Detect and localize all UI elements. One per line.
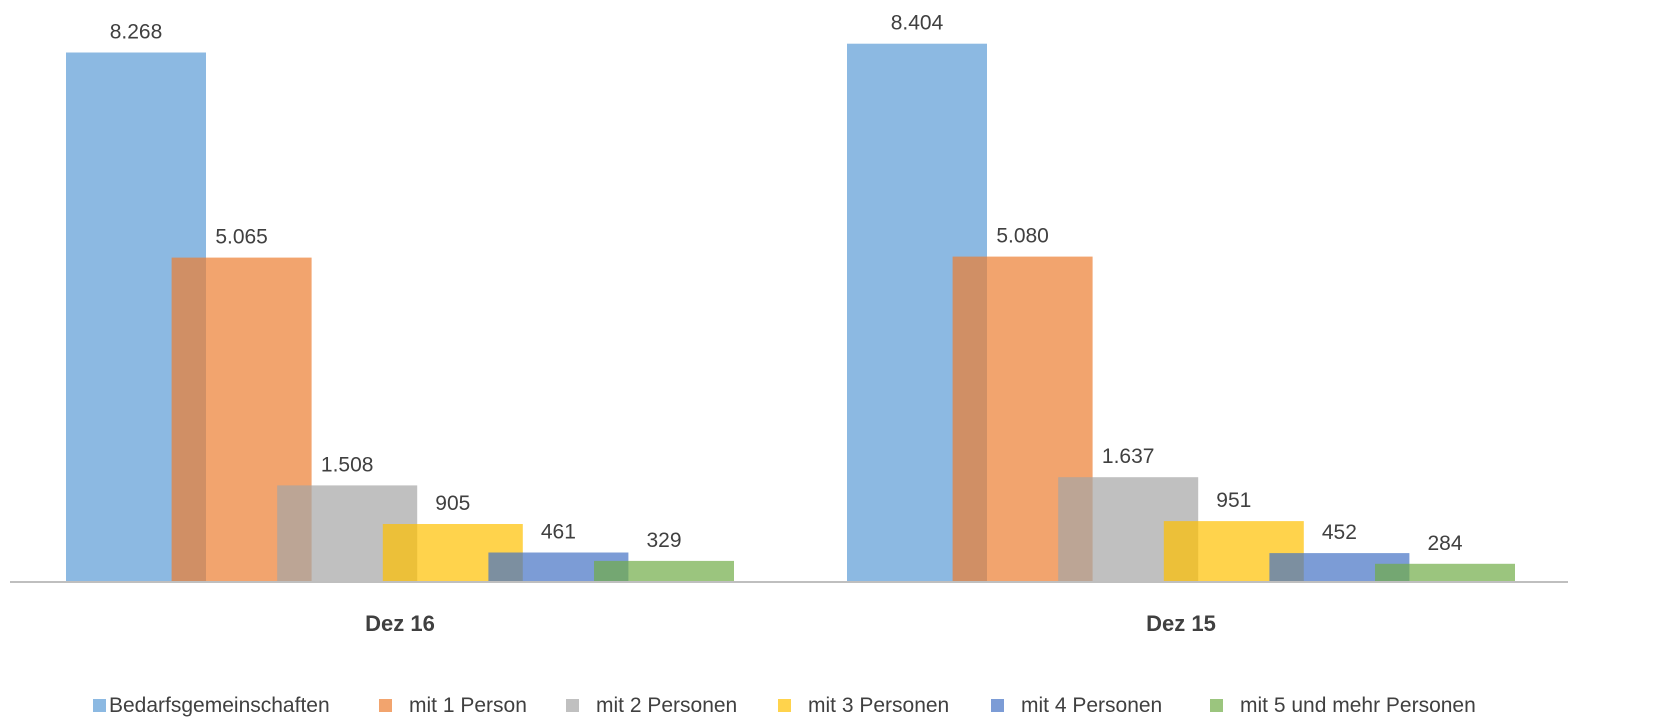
legend-label-4: mit 3 Personen (808, 694, 949, 717)
legend-label-2: mit 1 Person (409, 694, 527, 717)
data-label-4-1: 905 (435, 492, 470, 515)
legend-label-3: mit 2 Personen (596, 694, 737, 717)
bar-6-1 (594, 560, 734, 582)
legend-swatch-6 (1210, 699, 1223, 712)
data-label-2-2: 5.080 (996, 225, 1049, 248)
category-label-2: Dez 15 (1146, 611, 1216, 636)
legend-label-1: Bedarfsgemeinschaften (109, 694, 330, 717)
legend-swatch-2 (379, 699, 392, 712)
bar-6-2 (1375, 563, 1515, 582)
legend: Bedarfsgemeinschaften mit 1 Person mit 2 P… (93, 694, 1476, 717)
bars-group (66, 43, 1515, 582)
data-label-5-1: 461 (541, 521, 576, 544)
data-label-2-1: 5.065 (215, 226, 268, 249)
legend-label-6: mit 5 und mehr Personen (1240, 694, 1476, 717)
data-label-4-2: 951 (1216, 489, 1251, 512)
legend-swatch-1 (93, 699, 106, 712)
data-label-1-2: 8.404 (891, 12, 944, 35)
legend-label-5: mit 4 Personen (1021, 694, 1162, 717)
legend-swatch-3 (566, 699, 579, 712)
category-labels-group: Dez 16 Dez 15 (365, 611, 1216, 636)
category-label-1: Dez 16 (365, 611, 435, 636)
legend-swatch-5 (991, 699, 1004, 712)
data-label-3-1: 1.508 (321, 453, 374, 476)
data-label-6-2: 284 (1427, 532, 1462, 555)
data-label-1-1: 8.268 (110, 21, 163, 44)
legend-swatch-4 (778, 699, 791, 712)
data-label-5-2: 452 (1322, 521, 1357, 544)
data-label-6-1: 329 (646, 529, 681, 552)
data-labels-group: 8.268 5.065 1.508 905 461 329 8.404 5.080 1.637 9… (110, 12, 1463, 555)
data-label-3-2: 1.637 (1102, 445, 1155, 468)
